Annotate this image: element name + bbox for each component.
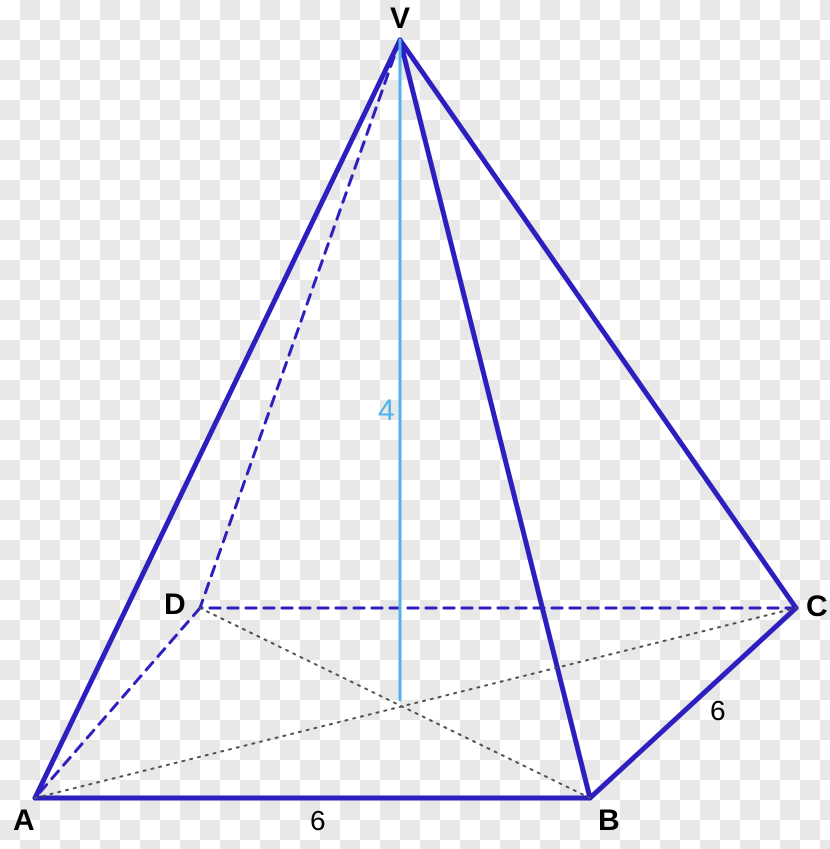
edge-VA: [35, 40, 400, 798]
edge-VB: [400, 40, 590, 798]
vertex-label-D: D: [164, 588, 186, 621]
edge-AC: [35, 608, 796, 798]
vertex-label-B: B: [598, 804, 620, 837]
edge-BC: [590, 608, 796, 798]
dimension-height-4: 4: [378, 394, 395, 427]
edge-VD: [200, 40, 400, 608]
vertex-label-V: V: [390, 2, 410, 35]
edges-layer: [35, 40, 796, 798]
vertex-label-A: A: [13, 804, 35, 837]
edge-DA: [35, 608, 200, 798]
dimension-base-BC-6: 6: [710, 695, 726, 726]
edge-BD: [200, 608, 590, 798]
dimension-base-AB-6: 6: [310, 805, 326, 836]
pyramid-diagram: V A B C D 4 6 6: [0, 0, 830, 849]
vertex-label-C: C: [806, 590, 828, 623]
edge-VC: [400, 40, 796, 608]
